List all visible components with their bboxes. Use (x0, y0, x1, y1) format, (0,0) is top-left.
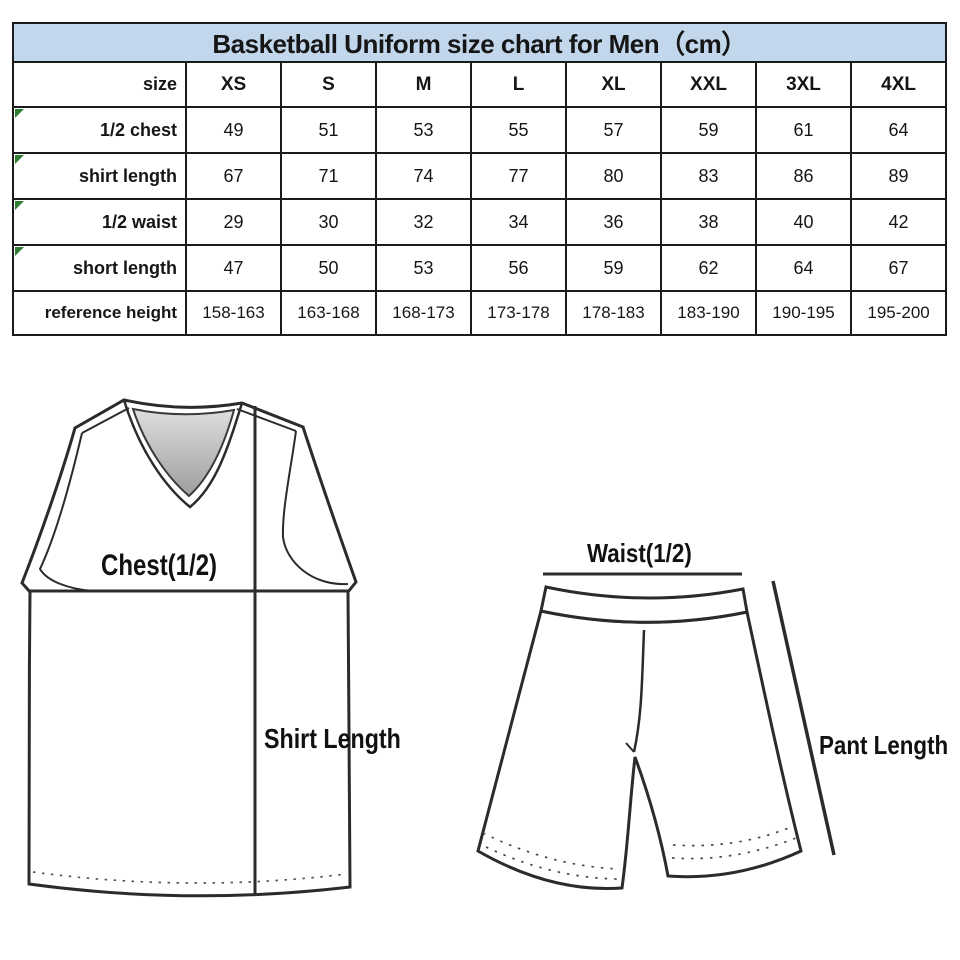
table-row-short-length: short length 47 50 53 56 59 62 64 67 (12, 244, 948, 292)
value-cell: 53 (375, 106, 472, 154)
row-label: shirt length (12, 152, 187, 200)
jersey-right-strap-binding (236, 408, 297, 432)
value-cell: 53 (375, 244, 472, 292)
value-cell: 64 (849, 106, 948, 154)
value-cell: 59 (660, 106, 757, 154)
cell-note-marker (15, 247, 24, 256)
pant-length-line (771, 580, 836, 856)
shorts-center-seam (632, 629, 646, 753)
size-chart-table: Basketball Uniform size chart for Men（cm… (11, 22, 948, 336)
value-cell: 183-190 (660, 290, 757, 336)
value-cell: 67 (849, 244, 948, 292)
cell-note-marker (15, 155, 24, 164)
row-label: reference height (12, 290, 187, 336)
row-label: short length (12, 244, 187, 292)
col-header-m: M (375, 61, 472, 108)
value-cell: 89 (849, 152, 948, 200)
value-cell: 51 (280, 106, 377, 154)
value-cell: 163-168 (280, 290, 377, 336)
value-cell: 158-163 (185, 290, 282, 336)
value-cell: 71 (280, 152, 377, 200)
jersey-right-armhole (281, 430, 349, 586)
col-header-3xl: 3XL (755, 61, 852, 108)
jersey-drawing (20, 398, 358, 898)
table-row-half-waist: 1/2 waist 29 30 32 34 36 38 40 42 (12, 198, 948, 246)
cell-note-marker (15, 109, 24, 118)
value-cell: 64 (755, 244, 852, 292)
value-cell: 83 (660, 152, 757, 200)
value-cell: 32 (375, 198, 472, 246)
value-cell: 42 (849, 198, 948, 246)
col-header-s: S (280, 61, 377, 108)
col-header-xl: XL (565, 61, 662, 108)
table-title: Basketball Uniform size chart for Men（cm… (11, 22, 948, 63)
value-cell: 61 (755, 106, 852, 154)
col-header-l: L (470, 61, 567, 108)
shorts-crotch-notch (625, 742, 635, 753)
shorts-drawing (476, 572, 836, 890)
col-header-xxl: XXL (660, 61, 757, 108)
jersey-neck-opening (131, 407, 236, 498)
chest-measure-label: Chest(1/2) (101, 549, 218, 582)
value-cell: 40 (755, 198, 852, 246)
table-row-shirt-length: shirt length 67 71 74 77 80 83 86 89 (12, 152, 948, 200)
value-cell: 74 (375, 152, 472, 200)
value-cell: 47 (185, 244, 282, 292)
value-cell: 62 (660, 244, 757, 292)
table-row-reference-height: reference height 158-163 163-168 168-173… (12, 290, 948, 336)
shorts-waistband (539, 585, 749, 624)
value-cell: 77 (470, 152, 567, 200)
col-header-4xl: 4XL (849, 61, 948, 108)
value-cell: 50 (280, 244, 377, 292)
value-cell: 168-173 (375, 290, 472, 336)
row-label: 1/2 waist (12, 198, 187, 246)
value-cell: 195-200 (849, 290, 948, 336)
pant-length-label: Pant Length (819, 730, 949, 760)
value-cell: 67 (185, 152, 282, 200)
value-cell: 59 (565, 244, 662, 292)
table-header-row: size XS S M L XL XXL 3XL 4XL (12, 61, 948, 108)
value-cell: 38 (660, 198, 757, 246)
value-cell: 55 (470, 106, 567, 154)
value-cell: 29 (185, 198, 282, 246)
jersey-collar-band (122, 399, 244, 509)
value-cell: 57 (565, 106, 662, 154)
value-cell: 80 (565, 152, 662, 200)
row-label: 1/2 chest (12, 106, 187, 154)
jersey-left-armhole (38, 432, 94, 592)
jersey-left-strap-binding (81, 407, 130, 434)
shirt-length-label: Shirt Length (264, 723, 401, 754)
table-title-row: Basketball Uniform size chart for Men（cm… (11, 22, 948, 63)
waist-measure-label: Waist(1/2) (587, 538, 692, 568)
value-cell: 49 (185, 106, 282, 154)
value-cell: 178-183 (565, 290, 662, 336)
value-cell: 173-178 (470, 290, 567, 336)
value-cell: 86 (755, 152, 852, 200)
value-cell: 56 (470, 244, 567, 292)
value-cell: 34 (470, 198, 567, 246)
corner-label: size (12, 61, 187, 108)
cell-note-marker (15, 201, 24, 210)
jersey-outline (20, 398, 358, 898)
shorts-outline (476, 609, 803, 890)
value-cell: 30 (280, 198, 377, 246)
value-cell: 190-195 (755, 290, 852, 336)
col-header-xs: XS (185, 61, 282, 108)
table-row-half-chest: 1/2 chest 49 51 53 55 57 59 61 64 (12, 106, 948, 154)
value-cell: 36 (565, 198, 662, 246)
